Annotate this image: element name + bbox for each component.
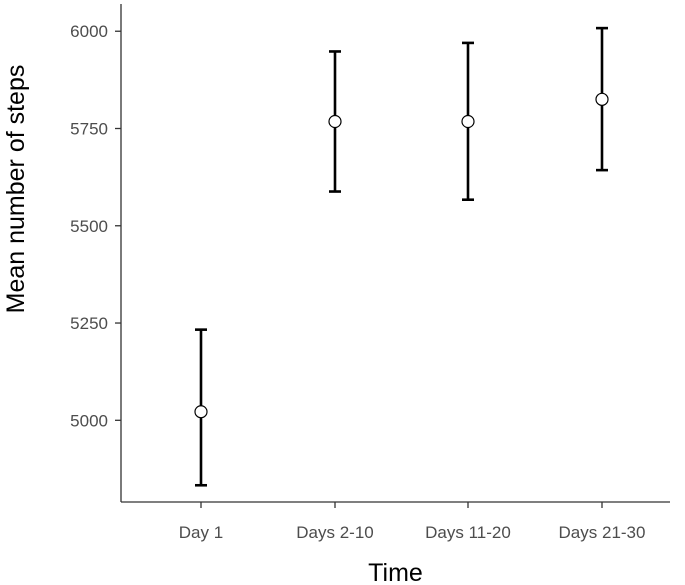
x-axis-title: Time bbox=[368, 559, 423, 585]
x-axis: Day 1 Days 2-10 Days 11-20 Days 21-30 bbox=[121, 501, 670, 542]
data-point bbox=[194, 405, 208, 419]
y-tick-label: 5000 bbox=[70, 411, 108, 430]
x-tick-label: Day 1 bbox=[179, 523, 223, 542]
data-point bbox=[595, 92, 609, 106]
x-tick-label: Days 21-30 bbox=[559, 523, 646, 542]
data-point bbox=[461, 114, 475, 129]
y-tick-label: 6000 bbox=[70, 22, 108, 41]
data-marks bbox=[194, 26, 609, 487]
x-tick-label: Days 2-10 bbox=[296, 523, 373, 542]
y-axis-title: Mean number of steps bbox=[2, 65, 30, 314]
y-tick-label: 5500 bbox=[70, 217, 108, 236]
y-tick-label: 5250 bbox=[70, 314, 108, 333]
data-point bbox=[328, 114, 342, 129]
x-tick-label: Days 11-20 bbox=[425, 523, 511, 542]
y-tick-label: 5750 bbox=[70, 120, 108, 139]
y-axis: 5000 5250 5500 5750 6000 bbox=[70, 4, 122, 502]
